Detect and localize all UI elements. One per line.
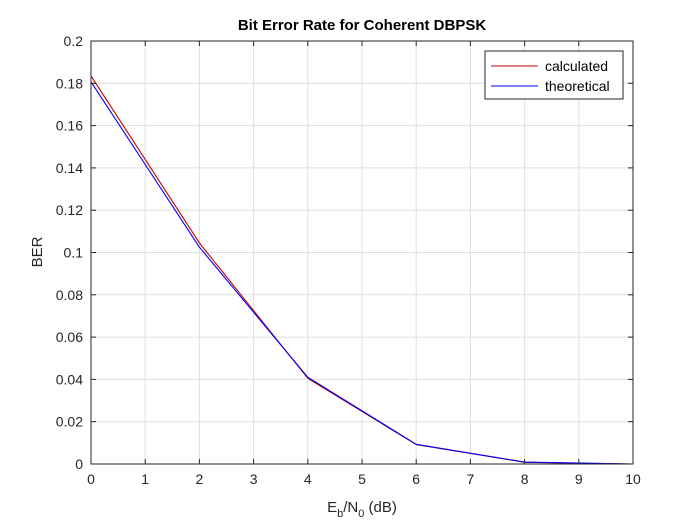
x-axis-label-sub2: 0 (358, 508, 364, 520)
series-layer (90, 75, 634, 465)
y-tick-label: 0.08 (56, 287, 83, 303)
x-axis-label-base: E (327, 499, 337, 516)
y-axis-label: BER (29, 236, 46, 267)
y-tick-label: 0.02 (56, 414, 83, 430)
tick-labels: 0 1 2 3 4 5 6 7 8 9 10 0 0.02 0.04 0.06 0.08 0.1 0.12 0.14… (56, 33, 641, 487)
x-tick-label: 8 (521, 471, 529, 487)
y-tick-label: 0.16 (56, 118, 83, 134)
legend-label-theoretical: theoretical (545, 78, 610, 94)
x-tick-label: 10 (625, 471, 641, 487)
x-tick-label: 2 (196, 471, 204, 487)
x-tick-label: 7 (467, 471, 475, 487)
x-tick-label: 6 (412, 471, 420, 487)
y-tick-label: 0.04 (56, 371, 83, 387)
y-tick-label: 0.1 (64, 245, 84, 261)
series-line-theoretical (90, 81, 634, 465)
x-tick-label: 5 (358, 471, 366, 487)
y-tick-label: 0.2 (64, 33, 84, 49)
x-axis-label-tail: (dB) (364, 499, 397, 516)
x-axis-label-sub1: b (337, 508, 343, 520)
x-tick-label: 0 (87, 471, 95, 487)
legend: calculated theoretical (484, 50, 624, 100)
y-tick-label: 0 (75, 456, 83, 472)
legend-label-calculated: calculated (545, 58, 608, 74)
legend-box (484, 50, 624, 100)
ticks (90, 40, 634, 465)
x-tick-label: 1 (141, 471, 149, 487)
x-axis-label-mid: /N (343, 499, 358, 516)
x-tick-label: 3 (250, 471, 258, 487)
y-tick-label: 0.14 (56, 160, 83, 176)
y-tick-label: 0.06 (56, 329, 83, 345)
x-tick-label: 9 (575, 471, 583, 487)
y-tick-label: 0.12 (56, 202, 83, 218)
x-axis-label: Eb/N0 (dB) (327, 499, 397, 520)
chart-title: Bit Error Rate for Coherent DBPSK (238, 17, 487, 34)
y-tick-label: 0.18 (56, 75, 83, 91)
x-tick-label: 4 (304, 471, 312, 487)
